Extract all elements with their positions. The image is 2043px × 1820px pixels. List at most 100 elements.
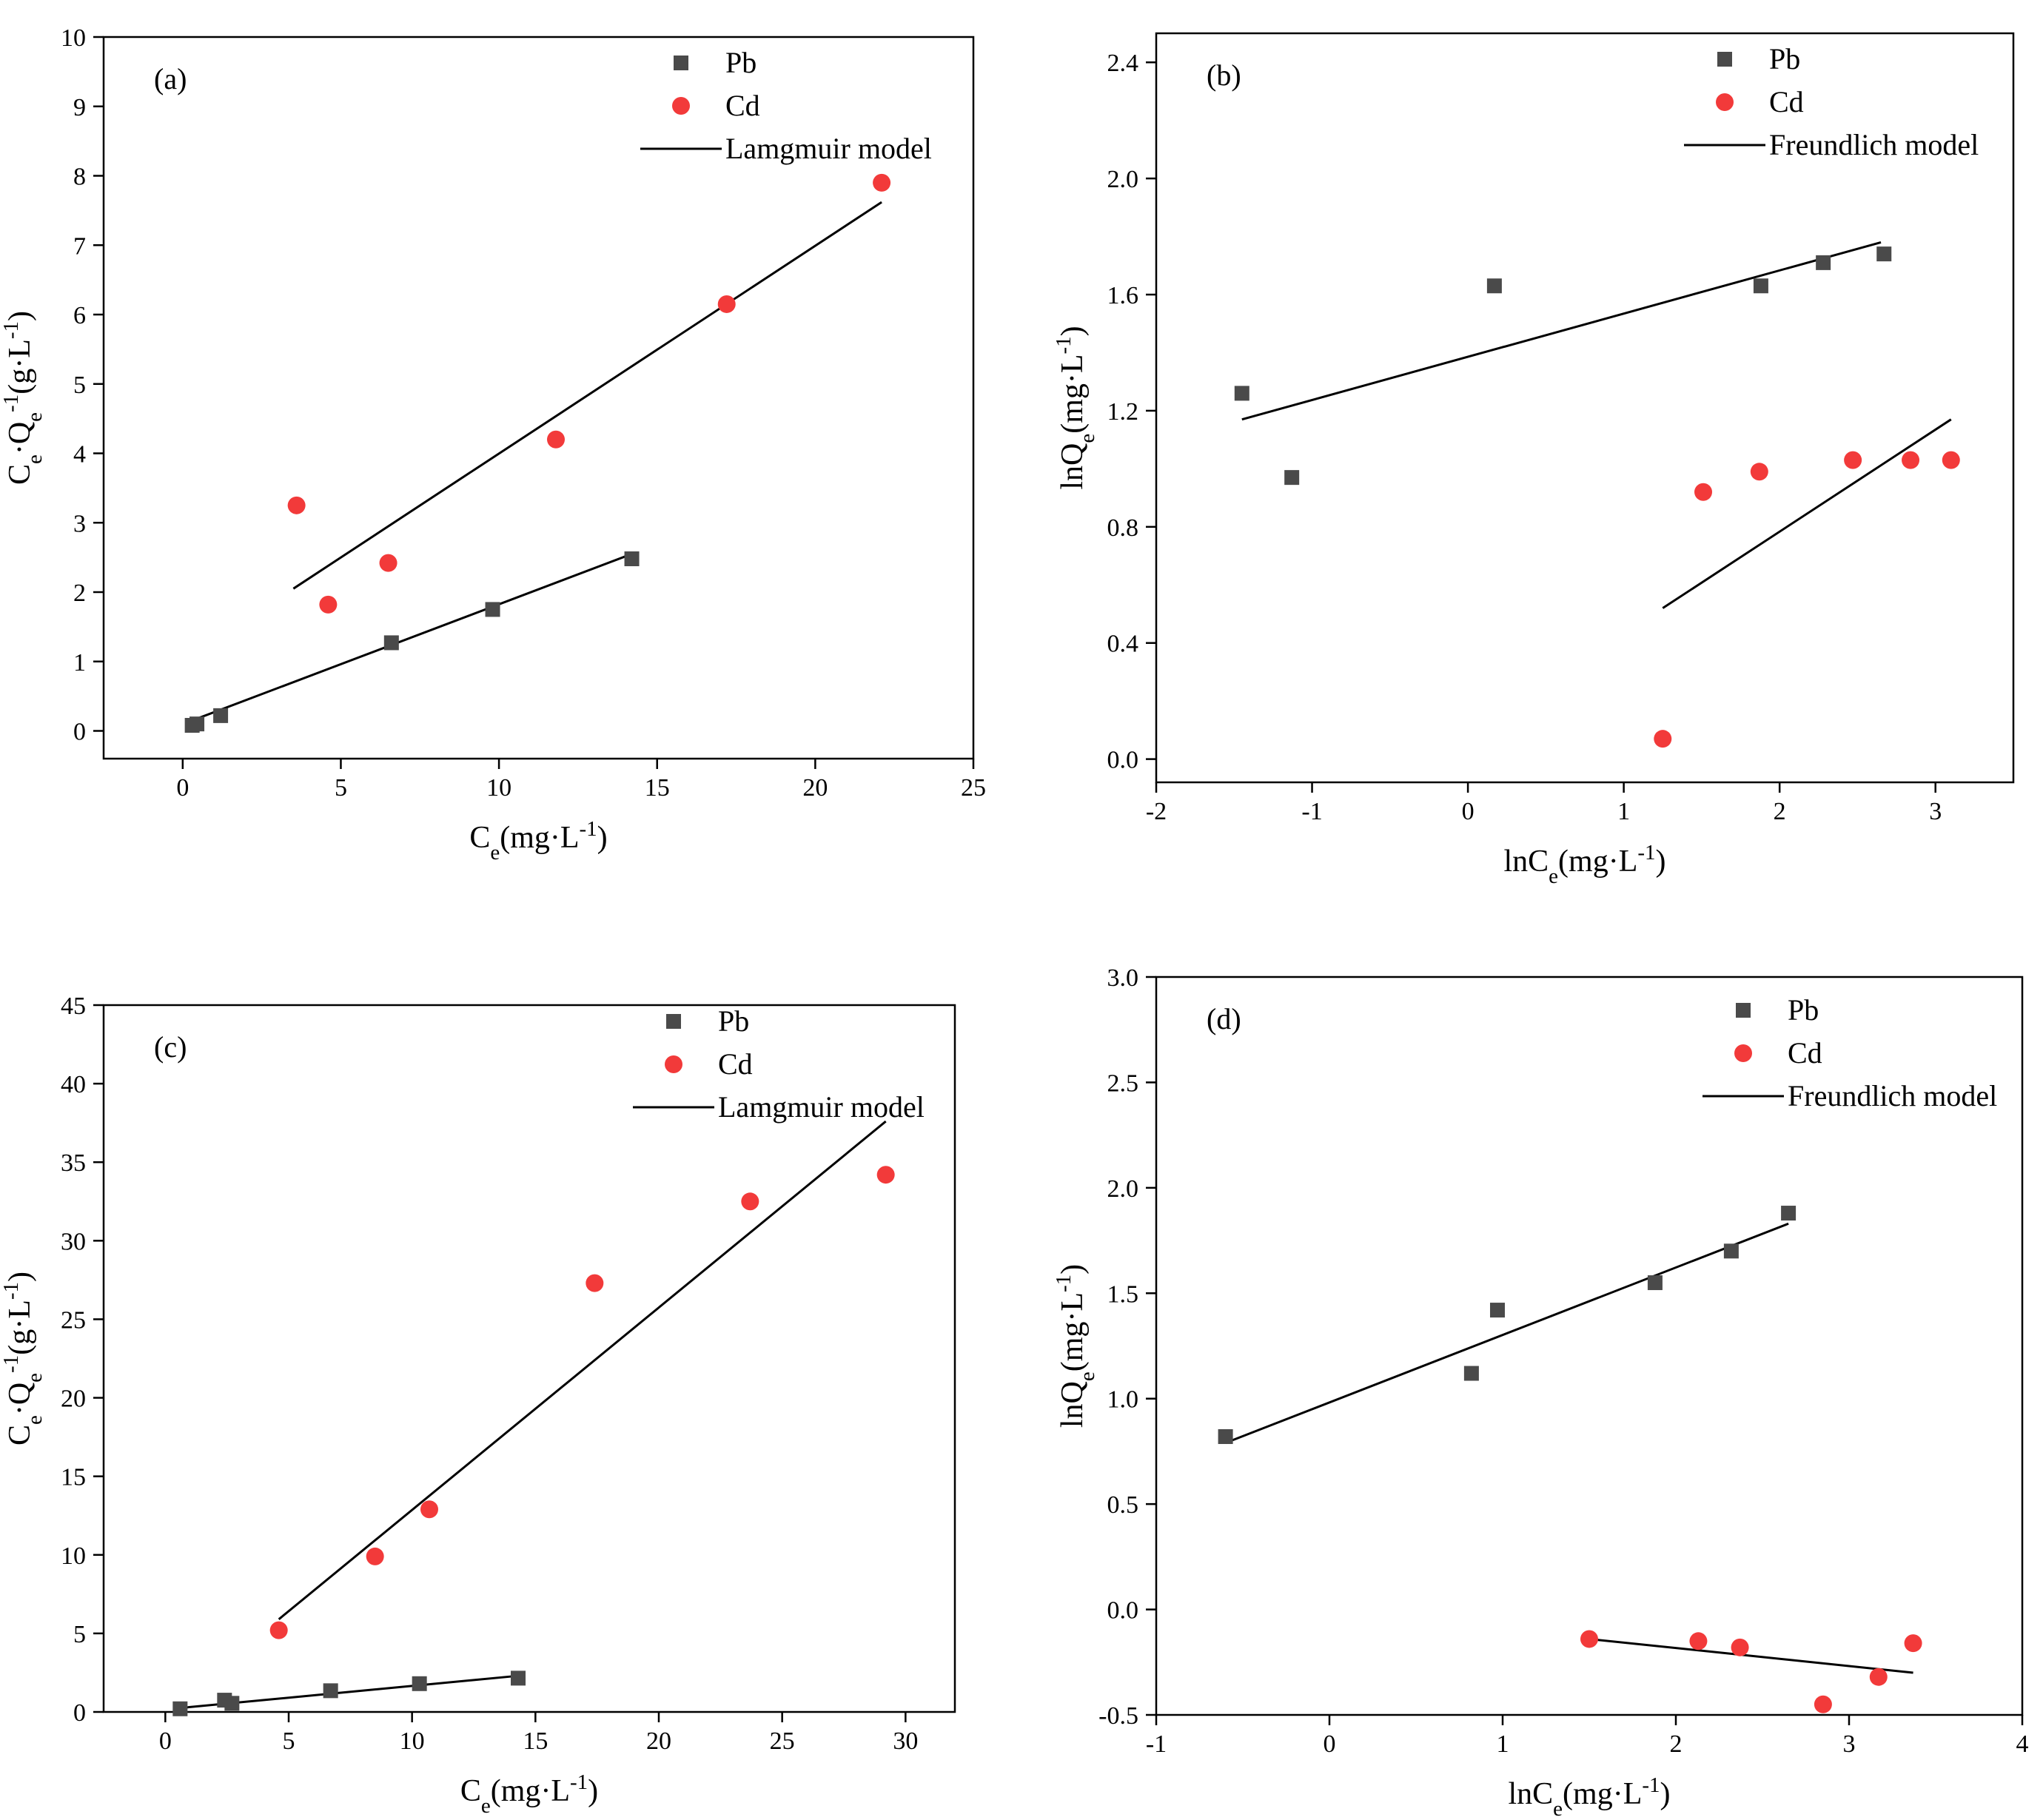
fit-line-pb [1225, 1222, 1789, 1444]
axis-label-part: -1 [1052, 1275, 1076, 1292]
x-tick-label: -1 [1301, 798, 1322, 825]
legend-label: Cd [718, 1047, 753, 1081]
data-point-pb [383, 635, 399, 651]
x-tick-label: 15 [645, 774, 670, 802]
data-point-cd [1904, 1634, 1922, 1653]
fit-line-pb [192, 553, 633, 722]
x-tick-label: 4 [2016, 1730, 2029, 1758]
x-tick-label: 10 [486, 774, 511, 802]
axis-label-part: e [23, 1373, 47, 1383]
legend-marker-cd [1734, 1044, 1752, 1062]
y-tick-label: 1.2 [1107, 398, 1139, 426]
data-point-pb [189, 716, 205, 732]
x-tick-label: 5 [335, 774, 347, 802]
y-tick-label: 45 [61, 993, 86, 1020]
axis-label-part: e [1076, 434, 1099, 443]
axis-label-part: e [481, 1794, 491, 1818]
data-point-pb [323, 1683, 338, 1699]
legend-label: Cd [1788, 1036, 1822, 1069]
x-tick-label: 0 [1324, 1730, 1336, 1758]
data-point-cd [287, 496, 306, 514]
plot-frame [1155, 32, 2015, 784]
x-tick-label: 0 [1462, 798, 1475, 825]
plot-frame [102, 1004, 956, 1713]
axis-label-part: C [3, 464, 37, 485]
x-tick-label: 1 [1497, 1730, 1509, 1758]
x-tick-label: 5 [283, 1727, 295, 1755]
data-point-cd [269, 1621, 288, 1639]
fit-line-cd [292, 201, 882, 590]
data-point-cd [366, 1547, 384, 1565]
y-tick-label: 5 [73, 1621, 86, 1648]
axis-label-part: (mg·L [1558, 844, 1637, 879]
y-tick-label: 35 [61, 1149, 86, 1177]
y-tick-label: 0.5 [1107, 1491, 1139, 1519]
legend-marker-cd [672, 97, 690, 115]
axis-label-part: -1 [0, 1282, 23, 1300]
data-point-cd [876, 1166, 895, 1184]
data-point-pb [1647, 1275, 1663, 1291]
y-tick-label: 4 [73, 441, 86, 469]
legend-marker-cd [1716, 93, 1734, 111]
panel-label: (d) [1207, 1002, 1241, 1035]
x-axis-label: Ce(mg·L-1) [460, 1770, 598, 1818]
y-axis-label: Ce·Qe-1(g·L-1) [0, 1272, 47, 1445]
data-point-cd [547, 430, 565, 449]
data-point-pb [172, 1701, 188, 1716]
axis-label-part: C [469, 821, 490, 855]
legend-label: Lamgmuir model [718, 1090, 925, 1124]
y-tick-label: 9 [73, 94, 86, 121]
x-tick-label: 3 [1929, 798, 1942, 825]
y-tick-label: 1 [73, 649, 86, 676]
y-tick-label: 20 [61, 1386, 86, 1413]
data-point-pb [511, 1670, 526, 1686]
data-point-cd [1731, 1638, 1749, 1656]
data-point-pb [224, 1696, 240, 1711]
legend-marker-pb [1736, 1003, 1751, 1018]
data-point-cd [741, 1192, 759, 1211]
data-point-cd [717, 295, 736, 313]
legend: Pb Cd Lamgmuir model [633, 1004, 925, 1124]
x-tick-label: 10 [400, 1727, 425, 1755]
axis-label-part: -1 [0, 394, 23, 412]
x-tick-label: 15 [523, 1727, 548, 1755]
axis-label-part: e [1553, 1797, 1563, 1820]
legend-label: Pb [718, 1004, 749, 1038]
legend: Pb Cd Lamgmuir model [640, 46, 932, 165]
y-tick-label: 6 [73, 302, 86, 329]
legend-marker-pb [674, 56, 688, 70]
legend: Pb Cd Freundlich model [1702, 993, 1997, 1112]
axis-label-part: ) [1660, 1777, 1671, 1811]
y-tick-label: 3 [73, 510, 86, 537]
y-tick-label: 2.4 [1107, 50, 1139, 77]
data-point-pb [1234, 386, 1249, 401]
data-point-cd [1869, 1668, 1888, 1686]
data-point-cd [319, 595, 338, 614]
axis-label-part: ·Q [3, 1383, 37, 1415]
legend-label: Pb [1769, 42, 1800, 75]
y-tick-label: 2.5 [1107, 1069, 1139, 1097]
y-tick-label: 0 [73, 719, 86, 746]
y-tick-label: 30 [61, 1228, 86, 1255]
x-tick-label: 2 [1774, 798, 1786, 825]
x-tick-label: 3 [1843, 1730, 1856, 1758]
axis-label-part: (mg·L [491, 1774, 570, 1808]
axis-label-part: C [3, 1425, 37, 1445]
axis-label-part: lnC [1508, 1777, 1553, 1811]
y-tick-label: 0.0 [1107, 747, 1139, 774]
y-axis-label: Ce·Qe-1(g·L-1) [0, 311, 47, 485]
panel-label: (b) [1207, 58, 1241, 92]
axis-label-part: e [23, 1415, 47, 1425]
data-point-pb [1781, 1206, 1797, 1221]
axis-label-part: -1 [1052, 336, 1076, 354]
legend-marker-pb [666, 1014, 681, 1029]
data-point-pb [1753, 278, 1768, 294]
data-point-pb [1876, 246, 1892, 262]
axis-label-part: (mg·L [1056, 355, 1090, 434]
x-tick-label: 30 [893, 1727, 918, 1755]
plot-frame [102, 36, 975, 760]
data-point-pb [1486, 278, 1502, 294]
axis-label-part: (g·L [3, 1300, 37, 1355]
axis-label-part: ) [3, 1272, 37, 1282]
